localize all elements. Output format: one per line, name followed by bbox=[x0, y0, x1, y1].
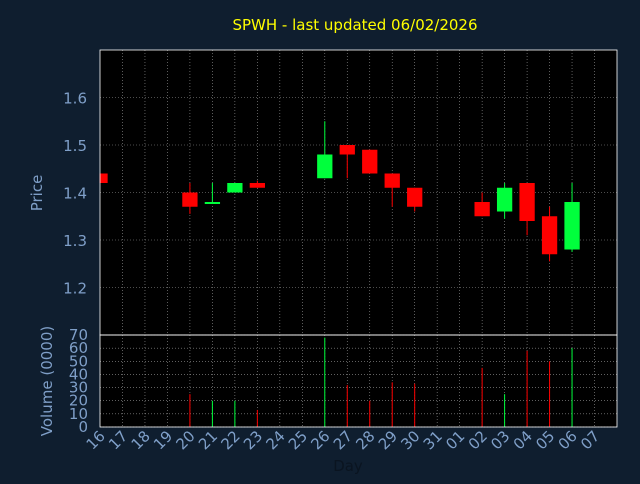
candle-body bbox=[204, 202, 221, 204]
candle-body bbox=[519, 183, 535, 221]
volume-tick-label: 20 bbox=[69, 392, 88, 410]
candle-body bbox=[227, 183, 243, 193]
candle-body bbox=[384, 173, 400, 188]
volume-panel-border bbox=[99, 334, 618, 428]
candle-body bbox=[407, 187, 423, 207]
chart-title: SPWH - last updated 06/02/2026 bbox=[232, 16, 477, 34]
x-tick-label: 07 bbox=[577, 427, 603, 453]
volume-tick-label: 40 bbox=[69, 365, 88, 383]
volume-tick-label: 10 bbox=[69, 405, 88, 423]
volume-axis-label: Volume (0000) bbox=[38, 326, 56, 436]
candle-body bbox=[564, 202, 580, 250]
candle-body bbox=[474, 202, 490, 217]
candle-body bbox=[182, 192, 198, 207]
price-tick-label: 1.5 bbox=[63, 137, 87, 155]
candle-body bbox=[249, 183, 265, 188]
candle-body bbox=[496, 187, 513, 212]
price-axis-label: Price bbox=[28, 175, 46, 212]
price-tick-label: 1.6 bbox=[63, 90, 87, 108]
candle-body bbox=[339, 145, 355, 155]
price-tick-label: 1.4 bbox=[63, 185, 87, 203]
candle-body bbox=[317, 154, 333, 179]
x-axis-label: Day bbox=[333, 457, 363, 475]
candle-body bbox=[541, 216, 558, 255]
volume-tick-label: 30 bbox=[69, 379, 88, 397]
volume-tick-label: 70 bbox=[69, 326, 88, 344]
price-tick-label: 1.3 bbox=[63, 232, 87, 250]
volume-tick-label: 60 bbox=[69, 339, 88, 357]
volume-tick-label: 0 bbox=[78, 418, 88, 436]
price-tick-label: 1.2 bbox=[63, 280, 87, 298]
volume-plot-area bbox=[100, 335, 617, 427]
candle-body bbox=[100, 173, 108, 183]
volume-tick-label: 50 bbox=[69, 352, 88, 370]
candle-body bbox=[362, 149, 378, 174]
